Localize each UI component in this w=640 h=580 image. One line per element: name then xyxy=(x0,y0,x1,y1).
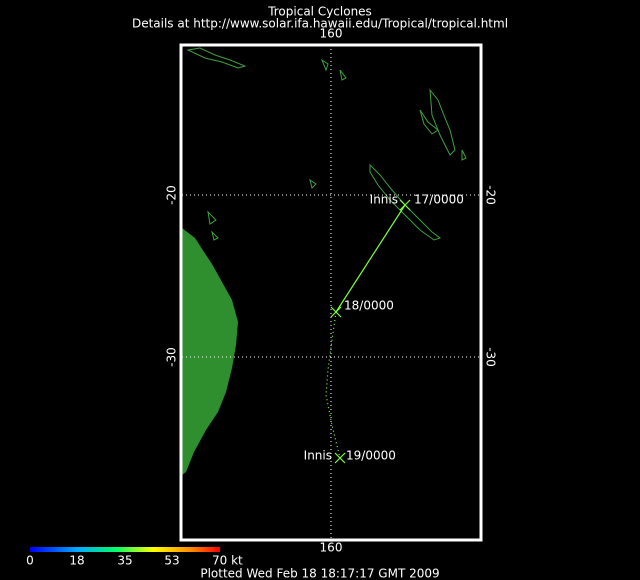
lon-label-top: 160 xyxy=(320,27,343,41)
lon-label-bottom: 160 xyxy=(320,541,343,555)
storm-name: Innis xyxy=(304,449,332,463)
land xyxy=(182,47,467,475)
colorbar-label: 53 xyxy=(164,554,179,568)
colorbar-label: 0 xyxy=(26,554,34,568)
lat-label-right: -30 xyxy=(484,347,498,367)
lat-label-left: -20 xyxy=(165,185,179,205)
lat-label-right: -20 xyxy=(484,185,498,205)
track-time: 17/0000 xyxy=(414,193,464,207)
storm-name: Innis xyxy=(370,193,398,207)
colorbar-label: 18 xyxy=(69,554,84,568)
map-frame xyxy=(179,43,483,542)
track-time: 19/0000 xyxy=(346,449,396,463)
lat-label-left: -30 xyxy=(165,347,179,367)
colorbar-label: 35 xyxy=(117,554,132,568)
subtitle: Details at http://www.solar.ifa.hawaii.e… xyxy=(132,17,508,31)
cyclone-track xyxy=(325,199,411,464)
wind-colorbar xyxy=(30,547,220,552)
colorbar-label: 70 kt xyxy=(212,554,243,568)
footer: Plotted Wed Feb 18 18:17:17 GMT 2009 xyxy=(200,567,439,580)
graticule xyxy=(182,45,480,540)
track-time: 18/0000 xyxy=(344,299,394,313)
title: Tropical Cyclones xyxy=(267,5,372,19)
